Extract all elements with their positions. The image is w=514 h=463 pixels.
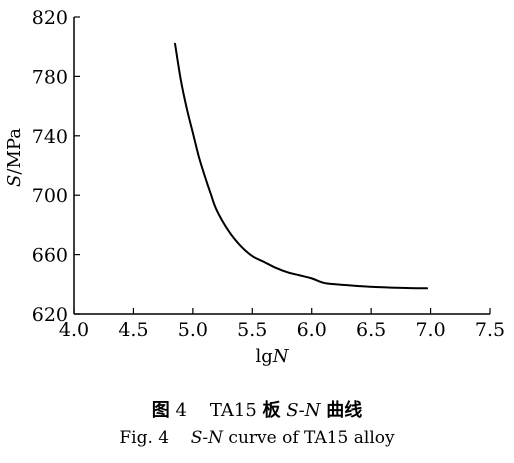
x-tick-label: 5.0 [178, 319, 208, 341]
y-tick-label: 740 [32, 126, 68, 148]
y-axis-label-unit: /MPa [4, 128, 25, 175]
caption-cn-var-s: S [286, 400, 299, 421]
caption-en-var-n: N [208, 428, 224, 448]
series [174, 42, 429, 290]
x-tick-label: 6.5 [356, 319, 386, 341]
x-tick-label: 4.5 [118, 319, 148, 341]
y-axis-label-var: S [4, 175, 25, 187]
axes [73, 17, 490, 315]
caption-en-dash: - [202, 428, 209, 448]
x-tick-label: 7.5 [475, 319, 505, 341]
caption-cn-fig-num: 4 [175, 400, 187, 421]
caption-cn-dash: - [298, 400, 305, 421]
caption-cn-fig-label: 图 [151, 400, 170, 421]
x-tick-label: 7.0 [415, 319, 445, 341]
x-axis-label-var: N [272, 346, 290, 367]
caption-cn-var-n: N [304, 400, 321, 421]
y-tick-label: 700 [32, 185, 68, 207]
caption-cn-curve-word: 曲线 [326, 400, 363, 421]
caption-en-fig-label: Fig. 4 [119, 428, 170, 448]
caption-cn-alloy: TA15 [209, 400, 257, 421]
x-axis-label-prefix: lg [255, 346, 272, 367]
caption-cn-plate: 板 [262, 400, 281, 421]
y-tick-label: 660 [32, 245, 68, 267]
y-tick-label: 620 [32, 304, 68, 326]
y-tick-label: 780 [32, 66, 68, 88]
sn-curve-chart: 4.0 4.5 5.0 5.5 6.0 6.5 7.0 7.5 620 660 700 740 780 8… [4, 7, 505, 367]
x-tick-label: 4.0 [59, 319, 89, 341]
caption-en-var-s: S [190, 428, 203, 448]
ticks: 4.0 4.5 5.0 5.5 6.0 6.5 7.0 7.5 620 660 700 740 780 8… [32, 7, 505, 341]
figure-caption-english: Fig. 4 S-N curve of TA15 alloy [0, 428, 514, 448]
x-tick-label: 6.0 [297, 319, 327, 341]
axis-labels: lgN S/MPa [4, 128, 290, 367]
x-axis-label: lgN [255, 346, 289, 367]
y-tick-label: 820 [32, 7, 68, 29]
series-line-0 [174, 42, 429, 290]
x-tick-label: 5.5 [237, 319, 267, 341]
figure-caption-chinese: 图 4 TA15 板 S-N 曲线 [0, 396, 514, 422]
caption-en-rest: curve of TA15 alloy [223, 428, 395, 448]
y-axis-label: S/MPa [4, 128, 25, 187]
